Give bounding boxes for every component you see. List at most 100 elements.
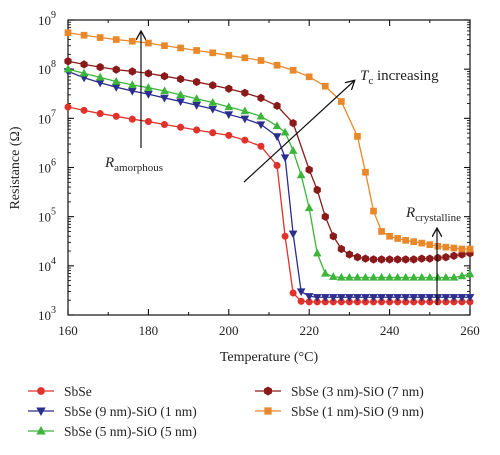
- data-point: [425, 272, 435, 281]
- data-point: [457, 271, 467, 280]
- data-point: [329, 294, 338, 302]
- data-point: [305, 73, 313, 81]
- data-point: [321, 212, 329, 221]
- data-point: [449, 294, 459, 302]
- legend-label: SbSe: [64, 384, 92, 399]
- legend-label: SbSe (5 nm)-SiO (5 nm): [64, 424, 197, 439]
- data-point: [353, 272, 362, 281]
- series-4: [64, 57, 474, 264]
- data-point: [160, 94, 169, 103]
- data-point: [225, 84, 233, 93]
- data-point: [377, 255, 386, 264]
- data-point: [338, 98, 345, 105]
- data-point: [112, 36, 120, 43]
- data-point: [240, 115, 250, 124]
- data-point: [177, 44, 184, 52]
- y-tick-label: 105: [38, 207, 56, 225]
- data-point: [385, 272, 394, 281]
- data-point: [256, 111, 266, 120]
- data-point: [63, 64, 73, 73]
- x-tick-label: 200: [219, 323, 239, 338]
- data-point: [393, 294, 402, 302]
- axis-ticks: 160 180 200 220 240 260 103 104 105 106 107 108 109: [38, 10, 480, 338]
- x-tick-label: 160: [58, 323, 78, 338]
- series-line: [67, 60, 471, 261]
- data-point: [304, 293, 314, 301]
- data-point: [458, 250, 466, 259]
- data-point: [280, 127, 290, 136]
- data-point: [225, 131, 233, 139]
- data-point: [208, 97, 218, 106]
- data-point: [386, 255, 394, 264]
- data-point: [209, 81, 217, 90]
- data-point: [176, 74, 185, 84]
- data-point: [241, 136, 249, 144]
- data-point: [449, 272, 459, 281]
- data-point: [64, 29, 72, 37]
- data-point: [321, 82, 329, 90]
- data-point: [320, 294, 330, 302]
- data-point: [257, 93, 265, 103]
- data-point: [144, 91, 153, 99]
- data-point: [450, 251, 458, 260]
- data-point: [225, 52, 233, 59]
- legend-marker: [36, 407, 46, 417]
- data-point: [345, 250, 353, 259]
- data-point: [145, 39, 152, 47]
- x-tick-label: 240: [380, 323, 400, 338]
- data-point: [442, 243, 450, 251]
- data-point: [257, 142, 265, 150]
- data-point: [450, 244, 458, 252]
- y-tick-label: 103: [38, 305, 56, 323]
- data-point: [273, 61, 281, 69]
- legend-marker: [264, 407, 272, 415]
- series-3: [63, 64, 475, 281]
- data-point: [425, 294, 435, 302]
- data-point: [96, 110, 104, 118]
- data-point: [240, 106, 250, 115]
- series-layer: [63, 29, 475, 306]
- series-5: [64, 29, 474, 253]
- legend-item: SbSe (1 nm)-SiO (9 nm): [255, 404, 424, 419]
- legend-item: SbSe: [28, 384, 92, 399]
- data-point: [304, 203, 314, 212]
- data-point: [297, 297, 305, 305]
- data-point: [112, 65, 120, 74]
- data-point: [272, 121, 282, 130]
- legend-item: SbSe (9 nm)-SiO (1 nm): [28, 404, 197, 419]
- legend-label: SbSe (1 nm)-SiO (9 nm): [291, 404, 424, 419]
- data-point: [320, 268, 330, 277]
- data-point: [160, 120, 169, 129]
- data-point: [288, 230, 298, 239]
- data-point: [370, 207, 377, 215]
- data-point: [112, 112, 120, 120]
- data-point: [312, 294, 322, 302]
- data-point: [273, 161, 281, 169]
- data-point: [417, 294, 427, 302]
- data-point: [353, 253, 362, 262]
- data-point: [193, 126, 201, 134]
- data-point: [394, 255, 402, 264]
- data-point: [345, 272, 354, 281]
- data-point: [434, 253, 442, 263]
- data-point: [272, 133, 282, 141]
- data-point: [209, 49, 217, 57]
- data-point: [296, 288, 306, 297]
- data-point: [434, 242, 442, 250]
- data-point: [305, 165, 313, 174]
- data-point: [224, 111, 234, 120]
- data-point: [296, 170, 306, 179]
- data-point: [96, 34, 104, 41]
- y-tick-label: 109: [38, 10, 56, 28]
- data-point: [281, 232, 289, 240]
- data-point: [128, 37, 136, 45]
- data-point: [417, 272, 427, 281]
- data-point: [177, 123, 185, 131]
- series-2: [63, 68, 475, 302]
- data-point: [280, 154, 290, 163]
- data-point: [176, 98, 185, 107]
- y-axis-title: Resistance (Ω): [8, 126, 23, 209]
- data-point: [418, 254, 426, 263]
- data-point: [418, 239, 426, 247]
- data-point: [192, 94, 201, 102]
